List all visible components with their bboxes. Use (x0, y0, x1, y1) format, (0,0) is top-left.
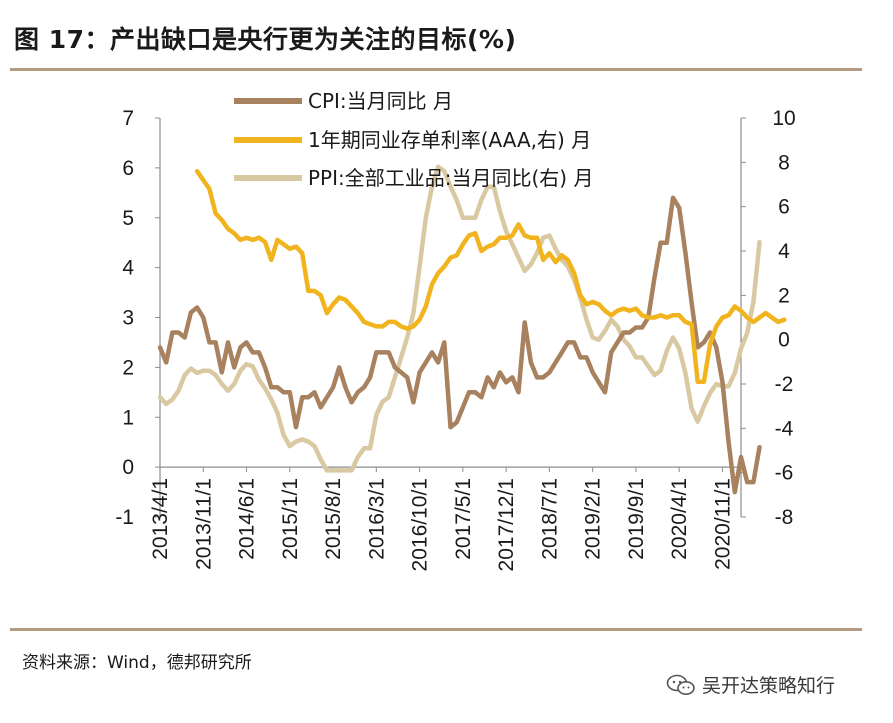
y-left-tick-label: 0 (122, 456, 134, 479)
x-tick-label: 2019/2/1 (582, 478, 605, 560)
page-title: 图 17：产出缺口是央行更为关注的目标(%) (14, 25, 517, 54)
y-left-tick-label: 4 (122, 257, 134, 280)
watermark: 吴开达策略知行 (666, 671, 835, 698)
x-tick-label: 2020/4/1 (668, 478, 691, 560)
y-right-tick-label: -8 (775, 506, 794, 529)
x-tick-label: 2017/5/1 (452, 478, 475, 560)
series-line-2 (157, 164, 762, 473)
source-note: 资料来源：Wind，德邦研究所 (22, 653, 252, 673)
wechat-icon (666, 674, 695, 695)
watermark-text: 吴开达策略知行 (702, 675, 836, 697)
chart-series (157, 164, 787, 495)
x-tick-label: 2013/11/1 (192, 478, 215, 570)
y-right-tick-label: -2 (775, 373, 794, 396)
y-left-tick-label: 5 (122, 207, 134, 230)
y-left-tick-label: 2 (122, 356, 134, 379)
series-line-0 (157, 195, 762, 495)
series-line-1 (194, 168, 787, 385)
legend-label-0: CPI:当月同比 月 (308, 89, 453, 113)
y-right-tick-label: 2 (778, 284, 790, 307)
x-tick-label: 2016/3/1 (365, 478, 388, 560)
x-tick-label: 2013/4/1 (149, 478, 172, 560)
y-right-tick-label: 10 (772, 107, 795, 130)
y-left-tick-label: 6 (122, 157, 134, 180)
y-right-tick-label: 0 (778, 329, 790, 352)
title-divider (10, 68, 862, 71)
chart-legend: CPI:当月同比 月 1年期同业存单利率(AAA,右) 月 PPI:全部工业品:当月… (234, 89, 593, 190)
legend-label-2: PPI:全部工业品:当月同比(右) 月 (308, 166, 593, 190)
footer-divider (10, 628, 862, 631)
x-tick-label: 2014/6/1 (236, 478, 259, 560)
y-left-tick-label: -1 (115, 506, 134, 529)
x-tick-label: 2020/11/1 (711, 478, 734, 570)
x-tick-label: 2019/9/1 (625, 478, 648, 560)
y-left-tick-label: 3 (122, 307, 134, 330)
x-tick-label: 2018/7/1 (538, 478, 561, 560)
y-right-tick-label: -6 (775, 462, 794, 485)
y-right-tick-label: 4 (778, 240, 790, 263)
y-right-tick-label: 8 (778, 151, 790, 174)
y-left-tick-label: 1 (122, 406, 134, 429)
x-tick-label: 2017/12/1 (495, 478, 518, 571)
x-tick-label: 2016/10/1 (409, 478, 432, 571)
legend-label-1: 1年期同业存单利率(AAA,右) 月 (308, 128, 591, 152)
y-left-tick-label: 7 (122, 107, 134, 130)
y-right-tick-label: -4 (775, 417, 794, 440)
x-tick-label: 2015/8/1 (322, 478, 345, 560)
x-tick-label: 2015/1/1 (279, 478, 302, 560)
y-right-tick-label: 6 (778, 196, 790, 219)
